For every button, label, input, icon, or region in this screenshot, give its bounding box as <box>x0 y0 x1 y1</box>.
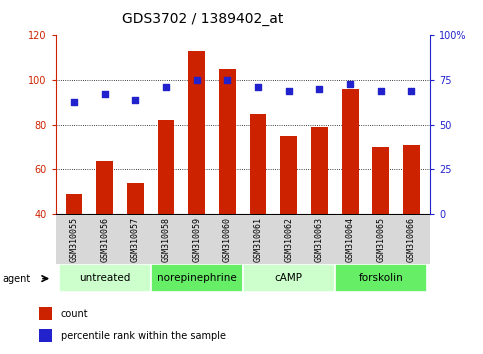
Bar <box>372 147 389 214</box>
Point <box>254 84 262 90</box>
Text: untreated: untreated <box>79 273 130 283</box>
Bar <box>341 89 358 214</box>
Point <box>162 84 170 90</box>
Bar <box>58 264 151 292</box>
Text: GDS3702 / 1389402_at: GDS3702 / 1389402_at <box>122 12 284 27</box>
Text: GSM310055: GSM310055 <box>70 217 78 262</box>
Text: GSM310064: GSM310064 <box>346 217 355 262</box>
Bar <box>188 51 205 214</box>
Point <box>315 86 323 92</box>
Bar <box>66 194 83 214</box>
Bar <box>39 329 52 342</box>
Text: GSM310056: GSM310056 <box>100 217 109 262</box>
Point <box>224 77 231 83</box>
Bar <box>127 183 144 214</box>
Text: GSM310065: GSM310065 <box>376 217 385 262</box>
Bar <box>250 114 267 214</box>
Point <box>131 97 139 103</box>
Bar <box>157 120 174 214</box>
Text: norepinephrine: norepinephrine <box>157 273 237 283</box>
Text: GSM310059: GSM310059 <box>192 217 201 262</box>
Point <box>377 88 384 94</box>
Text: forskolin: forskolin <box>358 273 403 283</box>
Bar <box>39 307 52 320</box>
Point <box>285 88 293 94</box>
Text: GSM310063: GSM310063 <box>315 217 324 262</box>
Text: GSM310060: GSM310060 <box>223 217 232 262</box>
Bar <box>219 69 236 214</box>
Text: GSM310062: GSM310062 <box>284 217 293 262</box>
Point <box>346 81 354 86</box>
Text: GSM310066: GSM310066 <box>407 217 416 262</box>
Text: cAMP: cAMP <box>275 273 303 283</box>
Bar <box>243 264 335 292</box>
Text: GSM310058: GSM310058 <box>161 217 170 262</box>
Point <box>193 77 200 83</box>
Bar <box>403 145 420 214</box>
Bar <box>335 264 427 292</box>
Point <box>101 92 109 97</box>
Point <box>70 99 78 104</box>
Text: agent: agent <box>2 274 30 284</box>
Text: GSM310057: GSM310057 <box>131 217 140 262</box>
Text: percentile rank within the sample: percentile rank within the sample <box>61 331 226 341</box>
Bar <box>151 264 243 292</box>
Bar <box>96 160 113 214</box>
Text: count: count <box>61 309 88 319</box>
Bar <box>311 127 328 214</box>
Bar <box>280 136 297 214</box>
Point <box>408 88 415 94</box>
Text: GSM310061: GSM310061 <box>254 217 263 262</box>
